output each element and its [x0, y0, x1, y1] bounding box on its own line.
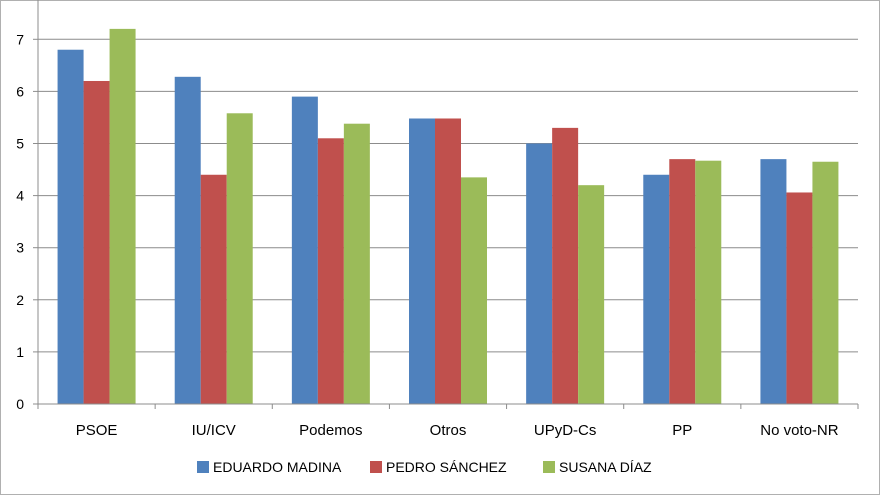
y-axis: 0 1 2 3 4 5 6 7: [16, 0, 39, 412]
legend-swatch: [543, 461, 555, 473]
bar: [57, 49, 84, 404]
x-tick-label: Otros: [430, 422, 467, 439]
legend-label: SUSANA DÍAZ: [559, 459, 652, 475]
y-tick-label: 1: [16, 344, 24, 360]
bar: [291, 96, 318, 405]
x-tick-label: No voto-NR: [760, 422, 839, 439]
legend-swatch: [370, 461, 382, 473]
legend: EDUARDO MADINA PEDRO SÁNCHEZ SUSANA DÍAZ: [197, 459, 652, 475]
bar: [317, 138, 344, 405]
x-tick-label: UPyD-Cs: [534, 422, 597, 439]
bar: [578, 185, 605, 404]
bar: [552, 127, 579, 405]
bar: [226, 113, 253, 405]
y-tick-label: 2: [16, 292, 24, 308]
x-tick-label: IU/ICV: [192, 422, 236, 439]
bar: [109, 28, 136, 404]
y-tick-label: 3: [16, 240, 24, 256]
bar: [409, 118, 435, 404]
bar: [174, 76, 201, 404]
y-tick-label: 0: [16, 396, 24, 412]
legend-swatch: [197, 461, 209, 473]
bar: [83, 80, 110, 404]
bar: [526, 143, 553, 404]
bar: [695, 160, 722, 404]
bar: [643, 174, 670, 404]
legend-label: PEDRO SÁNCHEZ: [386, 459, 507, 475]
bar: [812, 161, 839, 404]
y-tick-label: 5: [16, 136, 24, 152]
x-tick-label: PSOE: [76, 422, 118, 439]
x-tick-label: Podemos: [299, 422, 362, 439]
bar: [786, 192, 813, 404]
bar: [461, 177, 487, 404]
legend-label: EDUARDO MADINA: [213, 459, 342, 475]
bar: [200, 174, 227, 404]
y-tick-label: 6: [16, 83, 24, 99]
bars: [57, 28, 839, 405]
x-tick-label: PP: [672, 422, 692, 439]
bar: [435, 118, 461, 404]
bar: [669, 159, 696, 404]
bar: [760, 159, 787, 404]
bar: [343, 123, 370, 405]
x-axis: PSOE IU/ICV Podemos Otros UPyD-Cs PP No voto-N…: [37, 403, 859, 439]
y-tick-label: 4: [16, 188, 24, 204]
y-tick-label: 7: [16, 31, 24, 47]
